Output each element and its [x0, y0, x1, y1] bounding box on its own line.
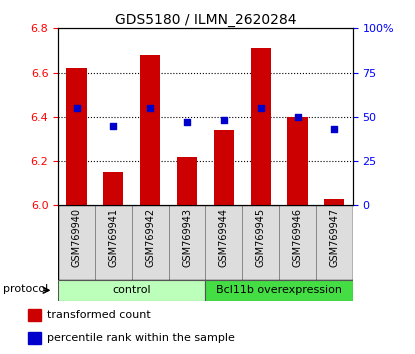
- Text: protocol: protocol: [3, 284, 48, 294]
- Bar: [132, 205, 168, 280]
- Bar: [205, 205, 242, 280]
- Title: GDS5180 / ILMN_2620284: GDS5180 / ILMN_2620284: [115, 13, 296, 27]
- Text: GSM769947: GSM769947: [330, 207, 339, 267]
- Bar: [214, 130, 234, 205]
- Point: [257, 105, 264, 111]
- Bar: [28, 309, 42, 321]
- Text: percentile rank within the sample: percentile rank within the sample: [47, 333, 235, 343]
- Text: Bcl11b overexpression: Bcl11b overexpression: [216, 285, 342, 295]
- Point: [73, 105, 80, 111]
- Point: [184, 119, 190, 125]
- Point: [110, 123, 117, 129]
- Bar: [168, 205, 205, 280]
- Text: GSM769940: GSM769940: [71, 207, 81, 267]
- Point: [331, 126, 338, 132]
- Bar: [279, 205, 316, 280]
- Bar: [287, 117, 308, 205]
- Bar: [66, 68, 87, 205]
- Bar: [103, 172, 124, 205]
- Text: transformed count: transformed count: [47, 310, 151, 320]
- Point: [294, 114, 301, 120]
- Text: GSM769941: GSM769941: [108, 207, 118, 267]
- Bar: [251, 48, 271, 205]
- Bar: [58, 280, 205, 301]
- Point: [147, 105, 154, 111]
- Text: GSM769946: GSM769946: [293, 207, 303, 267]
- Text: GSM769942: GSM769942: [145, 207, 155, 267]
- Bar: [140, 55, 160, 205]
- Text: GSM769945: GSM769945: [256, 207, 266, 267]
- Bar: [324, 199, 344, 205]
- Text: GSM769943: GSM769943: [182, 207, 192, 267]
- Bar: [205, 280, 353, 301]
- Bar: [95, 205, 132, 280]
- Bar: [316, 205, 353, 280]
- Point: [220, 118, 227, 123]
- Bar: [28, 332, 42, 344]
- Text: GSM769944: GSM769944: [219, 207, 229, 267]
- Bar: [242, 205, 279, 280]
- Text: control: control: [112, 285, 151, 295]
- Bar: [177, 157, 197, 205]
- Bar: [58, 205, 95, 280]
